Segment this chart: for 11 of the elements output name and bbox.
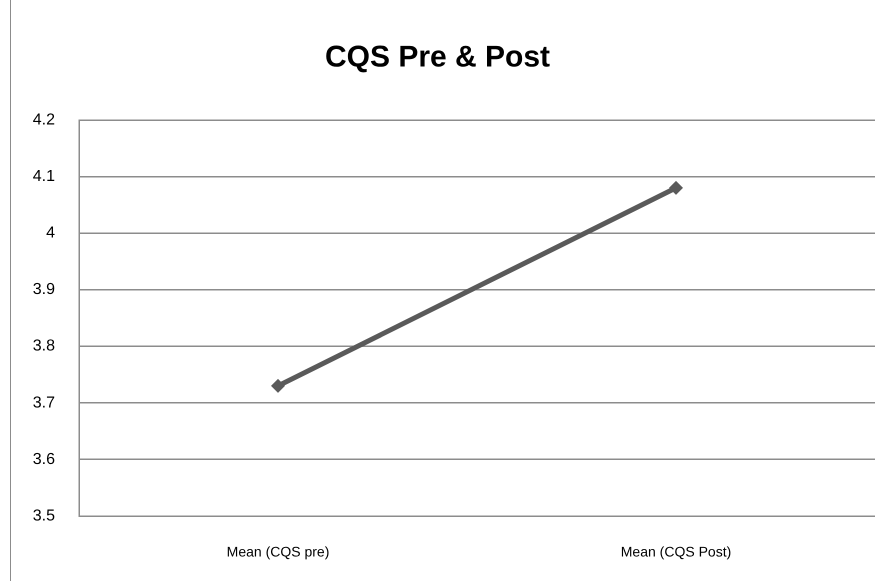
x-tick-label: Mean (CQS pre) <box>226 543 330 560</box>
y-tick-label: 4 <box>46 224 56 242</box>
y-tick-label: 3.9 <box>32 281 56 298</box>
y-tick-label: 3.7 <box>32 394 56 412</box>
chart-title: CQS Pre & Post <box>324 40 550 74</box>
y-tick-label: 4.2 <box>32 111 56 128</box>
x-tick-label: Mean (CQS Post) <box>620 543 732 560</box>
y-tick-label: 4.1 <box>32 168 56 185</box>
y-tick-label: 3.6 <box>32 450 56 468</box>
y-tick-label: 3.5 <box>32 507 56 524</box>
y-tick-label: 3.8 <box>32 338 56 355</box>
